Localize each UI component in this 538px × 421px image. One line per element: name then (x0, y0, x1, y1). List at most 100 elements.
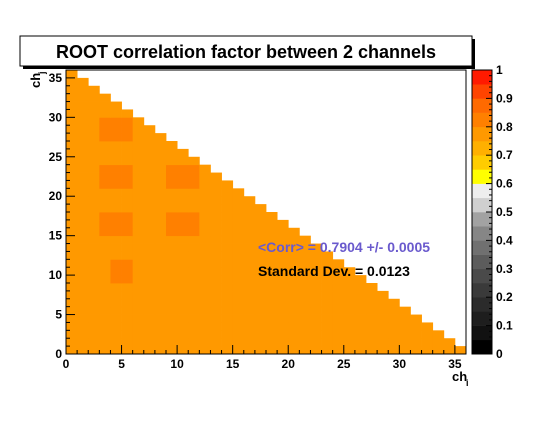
heatmap-cell (232, 306, 245, 315)
heatmap-cell (132, 180, 145, 189)
x-axis-label: ch i (452, 369, 469, 388)
heatmap-cell (88, 243, 100, 252)
heatmap-cell (99, 188, 111, 197)
colorbar-bin (472, 84, 492, 99)
heatmap-cell (99, 235, 111, 244)
heatmap-cell (99, 133, 111, 142)
heatmap-cell (410, 330, 422, 339)
heatmap-cell (99, 164, 111, 173)
heatmap-cell (66, 259, 78, 268)
heatmap-cell (132, 235, 145, 244)
colorbar-bin (472, 155, 492, 170)
heatmap-cell (321, 330, 334, 339)
heatmap-cell (154, 212, 167, 221)
axes: 0 5 10 15 20 25 30 35 0 5 10 15 20 25 30 35 (49, 69, 467, 371)
heatmap-cell (77, 133, 89, 142)
heatmap-cell (366, 290, 378, 300)
heatmap-cell (143, 306, 156, 315)
heatmap-cell (443, 338, 456, 347)
heatmap-cell (99, 314, 111, 323)
heatmap-cell (310, 314, 322, 323)
heatmap-cell (254, 283, 267, 292)
heatmap-cell (121, 212, 134, 221)
heatmap-cell (143, 148, 156, 158)
heatmap-cell (343, 298, 356, 308)
heatmap-cell (410, 338, 422, 347)
heatmap-cell (154, 204, 167, 213)
heatmap-cell (66, 109, 78, 118)
heatmap-cell (343, 314, 356, 323)
heatmap-cell (243, 283, 256, 292)
heatmap-cell (221, 251, 234, 260)
heatmap-cell (288, 306, 300, 315)
heatmap-cell (377, 314, 389, 323)
heatmap-cell (210, 243, 222, 252)
heatmap-cell (110, 267, 122, 276)
heatmap-cell (310, 251, 322, 260)
heatmap-cell (166, 172, 178, 181)
colorbar-tick-label: 0.7 (496, 148, 513, 162)
heatmap-cell (166, 290, 178, 300)
title-box: ROOT correlation factor between 2 channe… (19, 35, 475, 69)
heatmap-cell (321, 251, 334, 260)
heatmap-cell (166, 164, 178, 173)
heatmap-cell (221, 235, 234, 244)
heatmap-cell (99, 109, 111, 118)
heatmap-cell (210, 346, 222, 355)
heatmap-cell (132, 196, 145, 205)
heatmap-cell (232, 267, 245, 276)
heatmap-cell (132, 125, 145, 134)
x-tick-label: 30 (393, 357, 407, 371)
heatmap-cell (110, 330, 122, 339)
heatmap-cell (243, 330, 256, 339)
heatmap-cell (166, 196, 178, 205)
heatmap-cell (143, 235, 156, 244)
heatmap-cell (166, 188, 178, 197)
x-tick-label: 10 (170, 357, 184, 371)
heatmap-cell (199, 346, 211, 355)
heatmap-cell (266, 227, 278, 237)
heatmap-cell (88, 235, 100, 244)
heatmap-cell (66, 235, 78, 244)
heatmap-cell (99, 141, 111, 150)
heatmap-cell (332, 306, 345, 315)
heatmap-cell (77, 117, 89, 126)
heatmap-cell (154, 338, 167, 347)
heatmap-cell (299, 314, 311, 323)
heatmap-cell (399, 330, 411, 339)
heatmap-cell (88, 314, 100, 323)
colorbar-tick-label: 1 (496, 63, 503, 77)
heatmap-cell (288, 322, 300, 331)
heatmap-cell (177, 148, 189, 158)
heatmap-cell (354, 275, 367, 284)
heatmap-cell (232, 196, 245, 205)
heatmap-cell (177, 227, 189, 237)
heatmap-cell (154, 283, 167, 292)
heatmap-cell (88, 93, 100, 102)
heatmap-cell (154, 314, 167, 323)
colorbar-bin (472, 268, 492, 284)
heatmap-cell (143, 204, 156, 213)
y-tick-label: 20 (49, 189, 63, 203)
heatmap-cell (166, 259, 178, 268)
heatmap-cell (188, 322, 200, 331)
heatmap-cell (199, 306, 211, 315)
heatmap-cell (266, 322, 278, 331)
heatmap-cell (277, 275, 289, 284)
heatmap-cell (210, 330, 222, 339)
y-tick-label: 15 (49, 229, 63, 243)
heatmap-cell (88, 164, 100, 173)
heatmap-cell (88, 259, 100, 268)
heatmap-cell (210, 306, 222, 315)
heatmap-cell (354, 322, 367, 331)
heatmap-cell (232, 314, 245, 323)
heatmap-cell (143, 314, 156, 323)
heatmap-cell (77, 85, 89, 95)
heatmap-cell (121, 227, 134, 237)
x-axis-label-main: ch (452, 369, 467, 384)
x-tick-label: 20 (282, 357, 296, 371)
heatmap-cell (421, 330, 434, 339)
heatmap-cell (110, 346, 122, 355)
heatmap-cell (99, 275, 111, 284)
